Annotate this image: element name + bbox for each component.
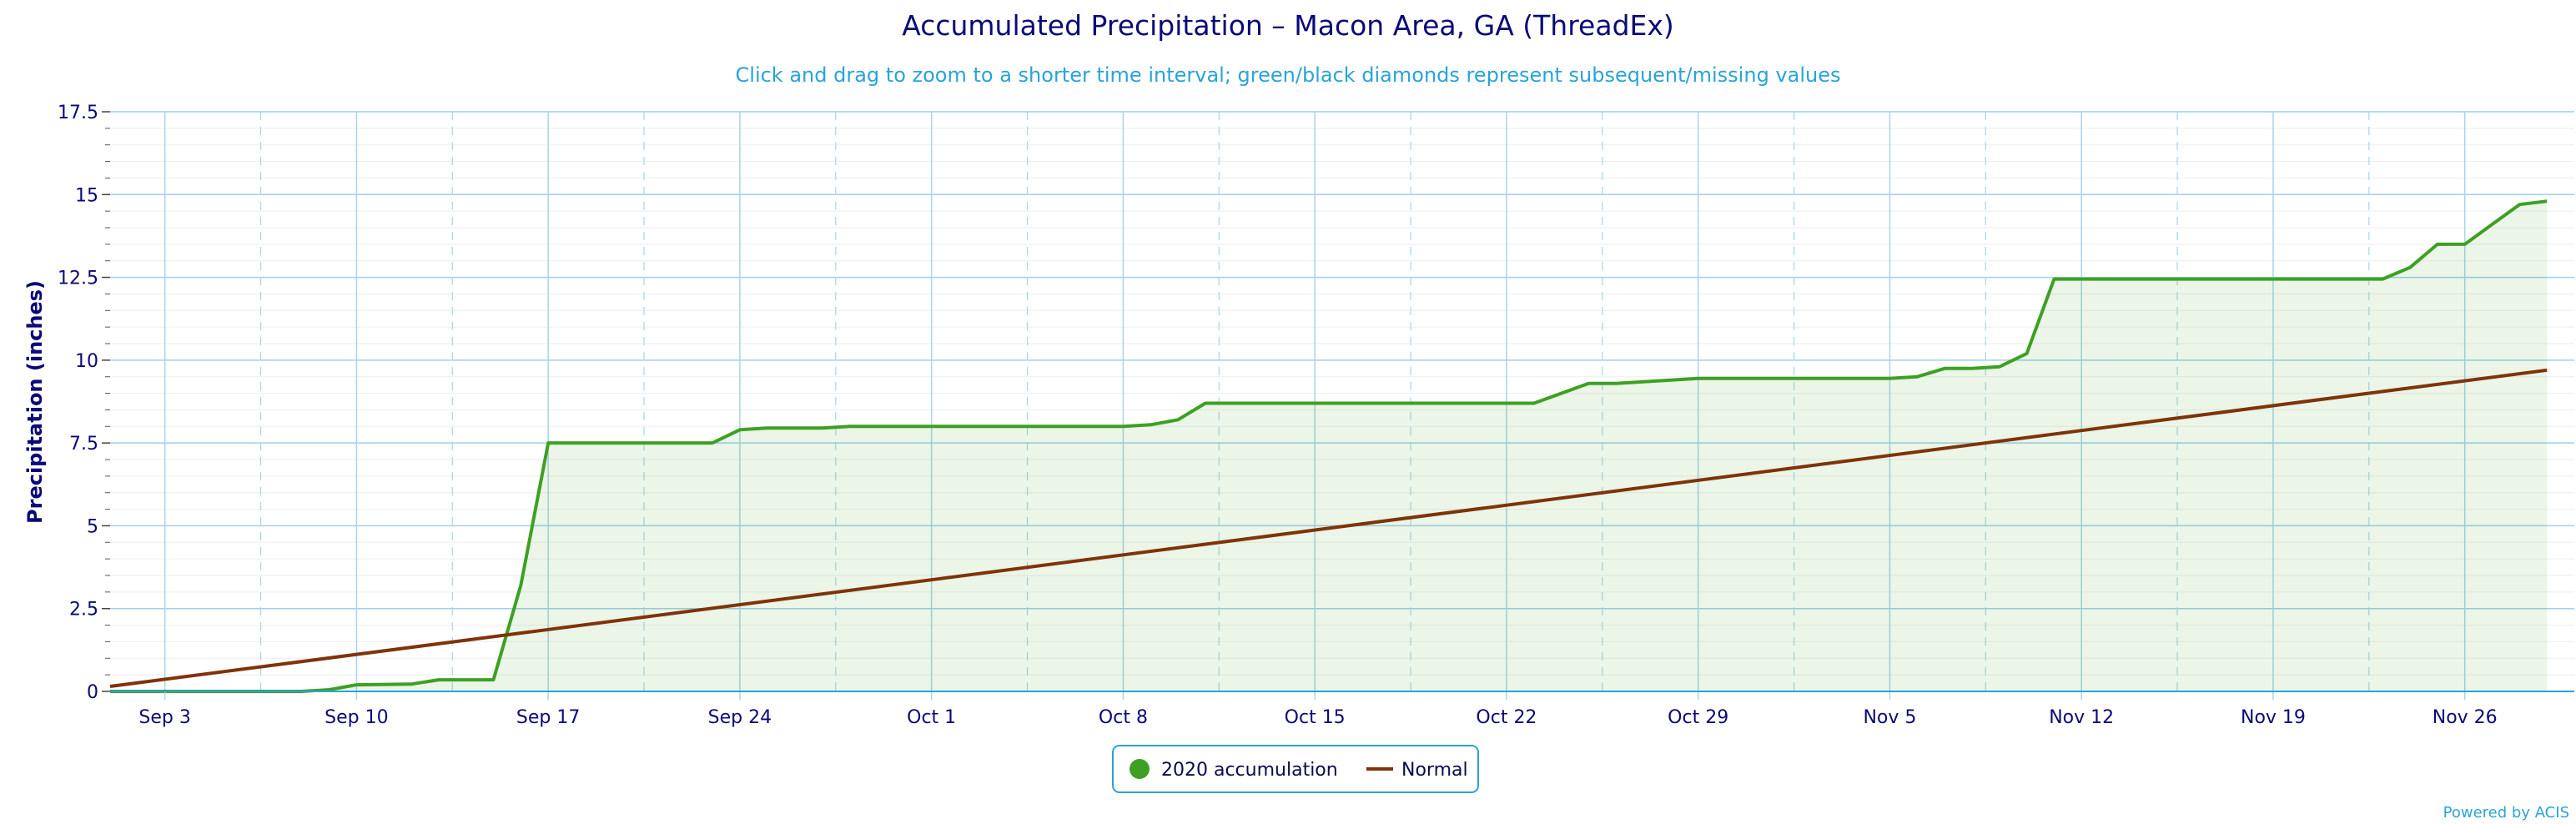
legend-item-normal[interactable]: Normal: [1366, 760, 1468, 781]
legend-label-normal: Normal: [1401, 760, 1468, 781]
y-tick-label: 2.5: [69, 600, 98, 621]
y-tick-label: 0: [87, 682, 98, 703]
chart-subtitle: Click and drag to zoom to a shorter time…: [736, 63, 1841, 87]
line-layer: [109, 199, 2548, 693]
x-tick-label: Nov 12: [2049, 707, 2114, 728]
x-tick-label: Sep 3: [138, 707, 190, 728]
y-tick-label: 5: [87, 516, 98, 537]
legend-box: [1112, 745, 1479, 793]
x-tick-label: Oct 22: [1476, 707, 1537, 728]
x-tick-label: Nov 26: [2433, 707, 2498, 728]
x-tick-label: Sep 24: [708, 707, 772, 728]
legend-marker-2020-accumulation: [1130, 759, 1150, 779]
legend-label-2020-accumulation: 2020 accumulation: [1161, 760, 1338, 781]
y-tick-label: 17.5: [58, 103, 98, 123]
y-tick-label: 7.5: [69, 434, 98, 455]
x-tick-label: Oct 29: [1668, 707, 1728, 728]
x-tick-label: Nov 19: [2241, 707, 2306, 728]
x-tick-label: Sep 10: [325, 707, 388, 728]
legend-item-2020-accumulation[interactable]: 2020 accumulation: [1130, 759, 1338, 781]
series-line-2020-accumulation: [110, 199, 2548, 693]
chart-title: Accumulated Precipitation – Macon Area, …: [902, 9, 1674, 42]
x-tick-label: Sep 17: [516, 707, 580, 728]
area-layer: [110, 201, 2548, 691]
y-tick-label: 15: [75, 185, 98, 206]
x-tick-label: Oct 15: [1285, 707, 1346, 728]
x-tick-label: Oct 8: [1099, 707, 1148, 728]
x-tick-label: Nov 5: [1863, 707, 1916, 728]
y-axis-label: Precipitation (inches): [23, 280, 47, 524]
x-tick-label: Oct 1: [907, 707, 956, 728]
credit-link[interactable]: Powered by ACIS: [2443, 804, 2569, 821]
y-tick-label: 12.5: [58, 269, 98, 289]
legend[interactable]: 2020 accumulation Normal: [1112, 745, 1479, 793]
series-area-2020-accumulation: [110, 201, 2548, 691]
series-line-normal: [109, 368, 2548, 688]
axes: 0 2.5 5 7.5 10 12.5 15 17.5 Sep 3 Sep 10 Sep 17 Sep…: [58, 103, 2574, 728]
y-tick-label: 10: [75, 351, 98, 372]
grid: [110, 111, 2574, 691]
